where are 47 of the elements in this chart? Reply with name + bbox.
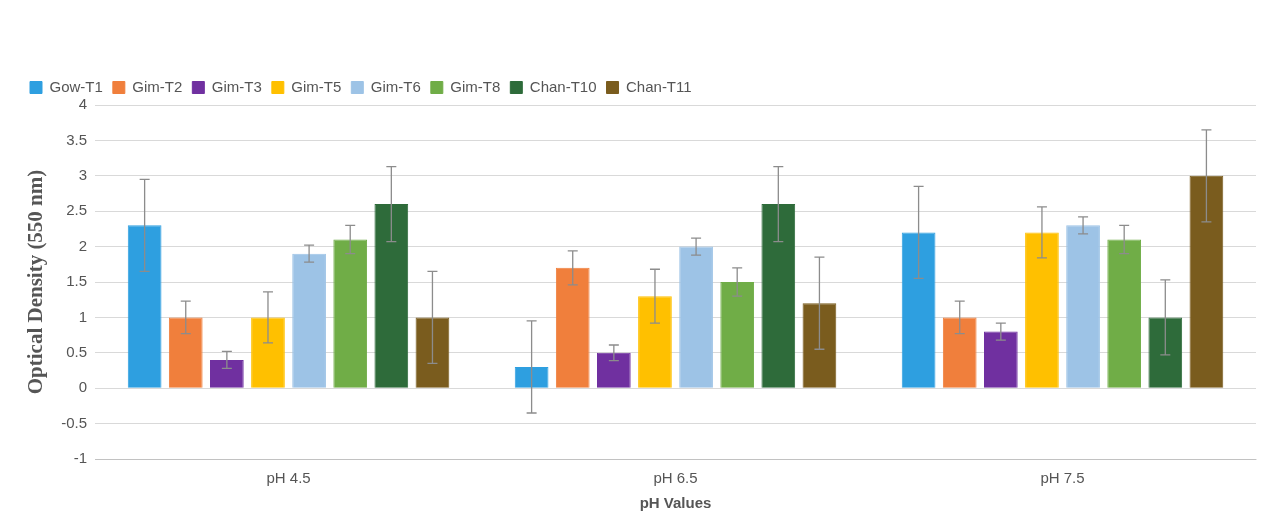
y-tick-label: 1.5 — [66, 272, 88, 290]
bar — [210, 359, 244, 388]
legend-label: Gim-T5 — [291, 77, 342, 95]
bar — [333, 239, 368, 388]
bar — [983, 331, 1018, 388]
bar — [1107, 239, 1142, 388]
y-tick-label: -1 — [73, 449, 88, 467]
bar — [555, 267, 590, 388]
legend-label: Chan-T10 — [529, 77, 597, 95]
bar — [1189, 175, 1224, 388]
bar — [596, 352, 631, 388]
bar — [514, 366, 549, 388]
bar — [679, 246, 713, 388]
y-tick-label: -0.5 — [61, 413, 88, 431]
bar — [1066, 225, 1100, 388]
legend-label: Gim-T3 — [211, 77, 262, 95]
legend-label: Gow-T1 — [49, 77, 103, 95]
y-tick-label: 2 — [78, 236, 88, 254]
legend-label: Gim-T6 — [370, 77, 421, 95]
legend-label: Gim-T8 — [450, 77, 501, 95]
y-tick-label: 4 — [78, 95, 88, 113]
y-tick-label: 3 — [78, 165, 88, 183]
y-tick-label: 2.5 — [66, 201, 88, 219]
x-tick-label: pH 6.5 — [653, 469, 698, 487]
x-axis-title: pH Values — [639, 494, 712, 512]
bar — [942, 317, 977, 388]
bar — [761, 204, 796, 388]
bar — [168, 317, 203, 388]
x-tick-label: pH 4.5 — [266, 469, 311, 487]
bar — [720, 282, 755, 388]
bar — [901, 232, 936, 388]
bar — [292, 253, 326, 388]
legend-label: Gim-T2 — [132, 77, 183, 95]
bar — [374, 204, 409, 388]
x-tick-label: pH 7.5 — [1040, 469, 1085, 487]
bar — [802, 303, 837, 388]
bar — [1025, 232, 1059, 388]
y-tick-label: 1 — [78, 307, 88, 325]
legend-label: Chan-T11 — [626, 77, 692, 95]
bar — [251, 317, 285, 388]
bar — [415, 317, 450, 388]
bar — [638, 296, 672, 388]
bar — [1148, 317, 1183, 388]
y-tick-label: 0.5 — [66, 342, 88, 360]
y-axis-title: Optical Density (550 nm) — [23, 169, 48, 395]
y-tick-label: 0 — [78, 378, 88, 396]
y-tick-label: 3.5 — [66, 130, 88, 148]
